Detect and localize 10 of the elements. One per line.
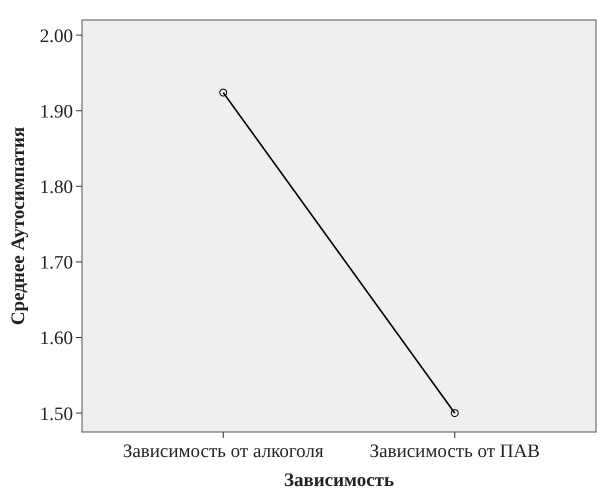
y-tick-label: 1.50	[40, 404, 73, 425]
y-tick-label: 1.90	[40, 101, 73, 122]
y-tick-label: 1.60	[40, 328, 73, 350]
y-tick-label: 1.70	[40, 252, 73, 274]
x-tick-label: Зависимость от алкоголя	[122, 441, 324, 462]
y-tick-label: 1.80	[40, 176, 73, 198]
x-tick-label: Зависимость от ПАВ	[370, 441, 540, 462]
y-axis-title: Среднее Аутосимпатия	[8, 126, 29, 326]
y-tick-label: 2.00	[40, 26, 73, 47]
x-axis-title: Зависимость	[284, 470, 394, 491]
